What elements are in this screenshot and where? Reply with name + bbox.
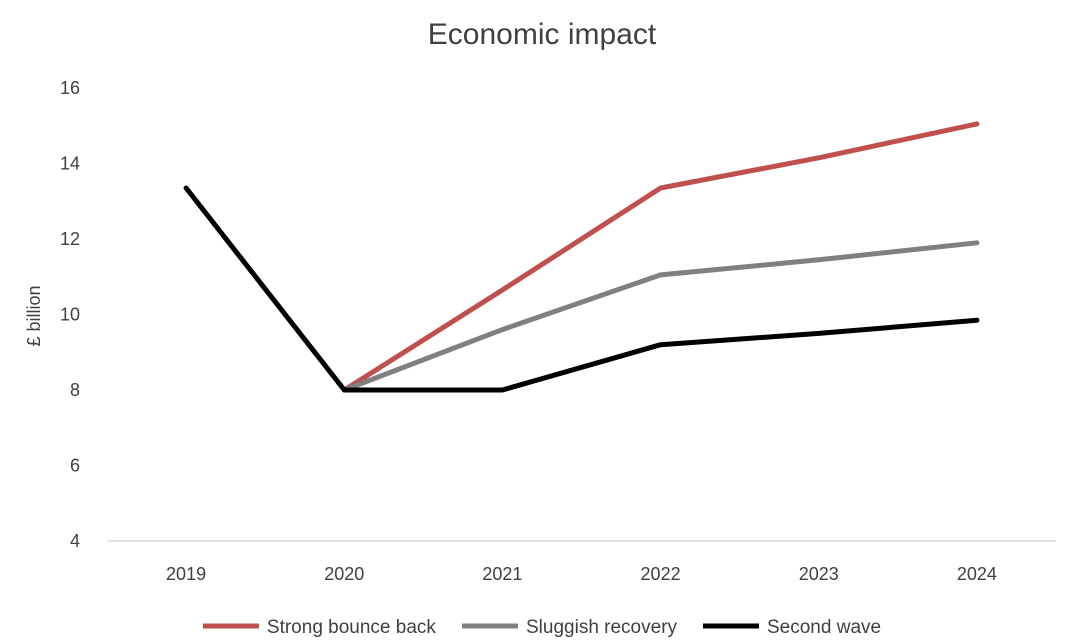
x-tick-label: 2019 (166, 564, 206, 584)
legend-label: Second wave (767, 617, 881, 637)
y-tick-label: 14 (60, 154, 80, 174)
y-axis-ticks: 4 6 8 10 12 14 16 (60, 78, 80, 551)
y-tick-label: 10 (60, 305, 80, 325)
series-line-sluggish-recovery (341, 240, 980, 393)
series-line-second-wave (183, 185, 980, 393)
legend-item: Strong bounce back (202, 617, 437, 638)
series-line-strong-bounce-back (341, 121, 980, 393)
y-tick-label: 6 (70, 456, 80, 476)
chart-title: Economic impact (428, 18, 657, 51)
y-tick-label: 8 (70, 380, 80, 400)
x-axis-ticks: 2019 2020 2021 2022 2023 2024 (166, 564, 997, 584)
legend: Strong bounce back Sluggish recovery Secon… (202, 617, 881, 638)
x-tick-label: 2022 (641, 564, 681, 584)
y-axis-label: £ billion (24, 285, 44, 346)
x-tick-label: 2024 (957, 564, 997, 584)
x-tick-label: 2021 (482, 564, 522, 584)
series-lines (183, 121, 980, 393)
y-tick-label: 4 (70, 531, 80, 551)
x-tick-label: 2023 (799, 564, 839, 584)
x-tick-label: 2020 (324, 564, 364, 584)
y-tick-label: 12 (60, 229, 80, 249)
y-tick-label: 16 (60, 78, 80, 98)
legend-label: Sluggish recovery (526, 617, 678, 637)
legend-label: Strong bounce back (267, 617, 437, 637)
legend-item: Second wave (703, 617, 881, 638)
legend-item: Sluggish recovery (462, 617, 678, 638)
